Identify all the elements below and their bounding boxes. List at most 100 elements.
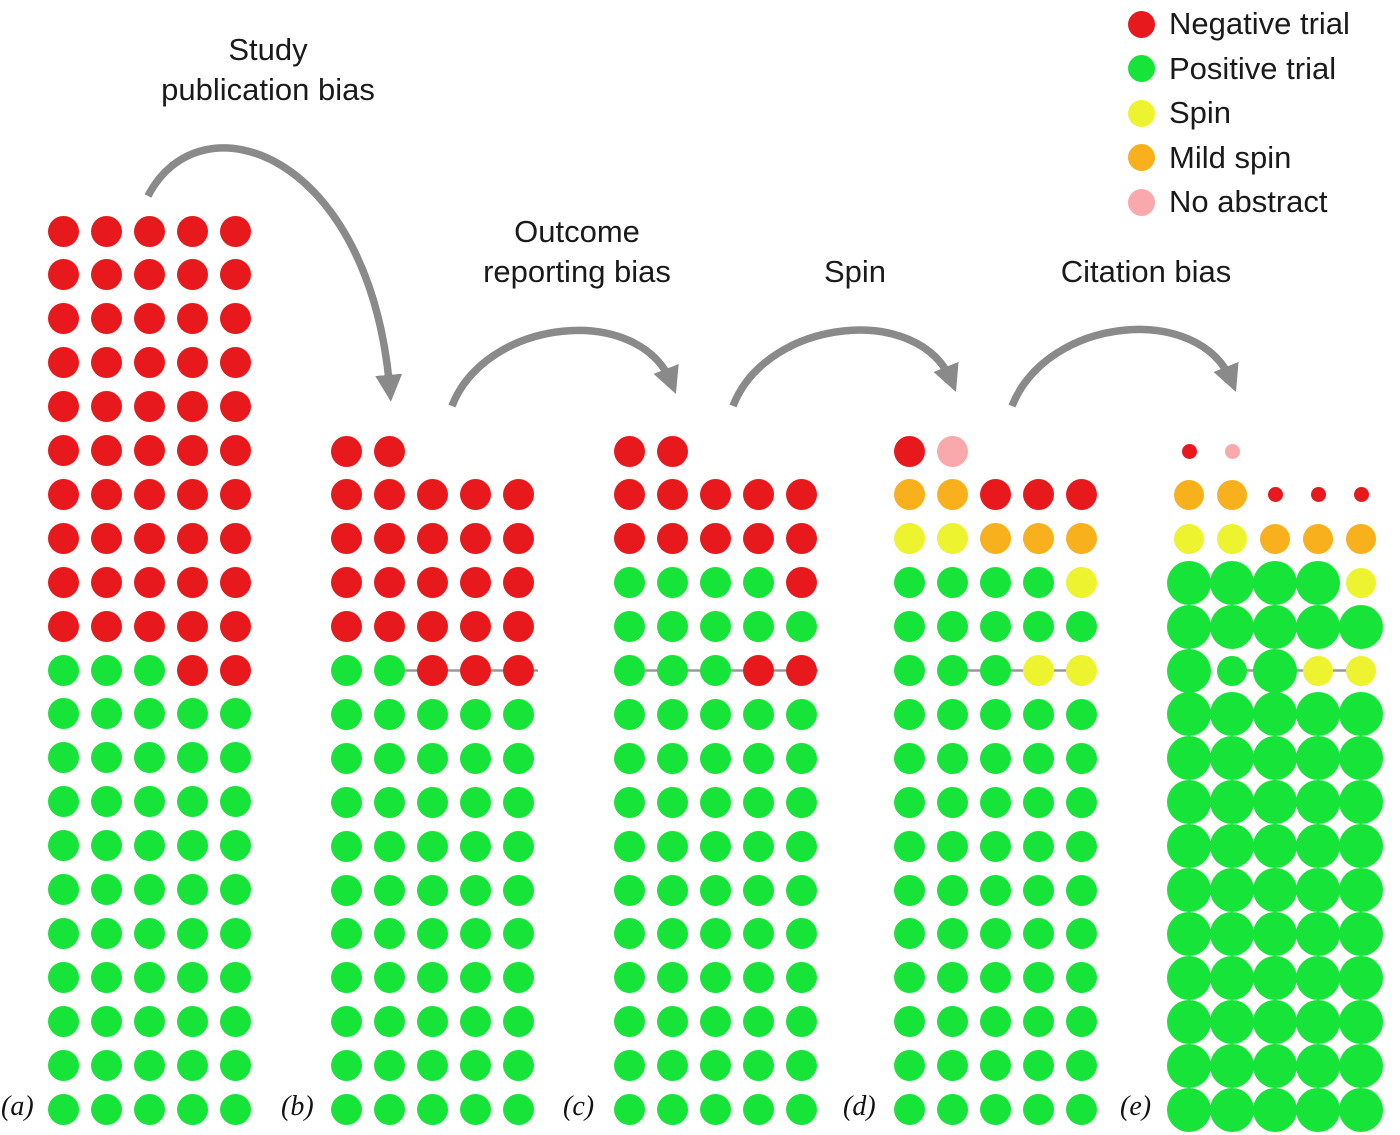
trial-dot-b-r14c3	[416, 1006, 448, 1038]
trial-dot-e-r5c5	[1339, 604, 1383, 649]
trial-dot-d-r11c2	[936, 874, 968, 906]
study-publication-bias-label-line2: publication bias	[161, 71, 375, 107]
panel-label-d: (d)	[843, 1091, 876, 1122]
trial-dot-c-r13c4	[742, 962, 774, 994]
trial-dot-d-r6c1	[893, 655, 925, 686]
trial-dot-e-r5c3	[1253, 604, 1297, 649]
trial-dot-a-r20c1	[47, 1049, 79, 1081]
no-abstract-swatch-icon	[1128, 188, 1155, 216]
trial-dot-d-r8c5	[1065, 742, 1097, 774]
panel-label-e: (e)	[1120, 1091, 1152, 1122]
trial-dot-a-r5c2	[90, 391, 122, 423]
trial-dot-b-r6c1	[330, 655, 362, 686]
trial-dot-e-r5c2	[1210, 604, 1254, 649]
trial-dot-b-r15c3	[416, 1050, 448, 1082]
trial-dot-c-r9c3	[699, 786, 731, 818]
trial-dot-d-r7c3	[979, 698, 1011, 730]
trial-dot-b-r5c2	[373, 611, 405, 643]
trial-dot-a-r11c4	[176, 654, 208, 686]
trial-dot-b-r8c5	[502, 742, 534, 774]
trial-dot-c-r3c4	[742, 523, 774, 555]
trial-dot-d-r5c2	[936, 611, 968, 643]
trial-dot-c-r6c4	[742, 655, 774, 686]
trial-dot-e-r5c1	[1167, 604, 1211, 649]
trial-dot-a-r13c1	[47, 742, 79, 774]
trial-dot-a-r18c3	[133, 961, 165, 993]
trial-dot-a-r2c2	[90, 259, 122, 291]
trial-dot-a-r13c5	[219, 742, 251, 774]
trial-dot-a-r8c5	[219, 522, 251, 554]
trial-dot-e-r3c3	[1260, 523, 1290, 554]
trial-dot-b-r11c4	[459, 874, 491, 906]
trial-dot-d-r8c4	[1022, 742, 1054, 774]
trial-dot-a-r6c2	[90, 435, 122, 466]
trial-dot-b-r9c4	[459, 786, 491, 818]
trial-dot-c-r3c3	[699, 523, 731, 555]
trial-dot-b-r9c1	[330, 786, 362, 818]
trial-dot-a-r15c4	[176, 830, 208, 862]
trial-dot-c-r7c2	[656, 698, 688, 730]
trial-dot-a-r16c1	[47, 874, 79, 905]
trial-dot-c-r15c4	[742, 1050, 774, 1082]
trial-dot-e-r4c2	[1210, 560, 1254, 605]
trial-dot-d-r2c5	[1065, 479, 1097, 511]
citation-bias-label: Citation bias	[1060, 254, 1232, 289]
trial-dot-a-r17c2	[90, 917, 122, 949]
trial-dot-d-r9c4	[1022, 786, 1054, 818]
trial-dot-b-r15c2	[373, 1050, 405, 1082]
trial-dot-e-r9c5	[1339, 780, 1383, 825]
trial-dot-e-r11c5	[1339, 868, 1383, 912]
legend-label-mild-spin: Mild spin	[1169, 139, 1292, 175]
trial-dot-c-r12c1	[613, 918, 645, 950]
trial-dot-d-r6c4	[1022, 655, 1054, 686]
trial-dot-e-r16c4	[1296, 1087, 1340, 1132]
trial-dot-c-r12c5	[785, 918, 817, 950]
trial-dot-e-r12c1	[1167, 911, 1211, 956]
trial-dot-d-r13c4	[1022, 962, 1054, 994]
trial-dot-a-r18c1	[47, 961, 79, 993]
legend-label-no-abstract: No abstract	[1169, 184, 1328, 220]
trial-dot-b-r5c1	[330, 611, 362, 643]
trial-dot-a-r12c2	[90, 698, 122, 730]
trial-dot-d-r3c5	[1065, 523, 1097, 555]
outcome-reporting-bias-label: Outcome reporting bias	[437, 212, 717, 291]
trial-dot-d-r14c2	[936, 1006, 968, 1038]
trial-dot-e-r1c2	[1224, 443, 1240, 459]
spin-label: Spin	[823, 254, 887, 289]
trial-dot-a-r8c2	[90, 522, 122, 554]
trial-dot-e-r9c4	[1296, 780, 1340, 825]
trial-dot-b-r13c3	[416, 962, 448, 994]
trial-dot-e-r10c2	[1210, 824, 1254, 869]
trial-dot-a-r17c5	[219, 917, 251, 949]
trial-dot-a-r10c3	[133, 610, 165, 642]
trial-dot-e-r3c5	[1346, 523, 1376, 554]
trial-dot-e-r10c4	[1296, 824, 1340, 869]
trial-dot-d-r7c2	[936, 698, 968, 730]
trial-dot-a-r2c1	[47, 259, 79, 291]
outcome-reporting-bias-label-line1: Outcome	[514, 214, 640, 249]
trial-dot-a-r19c1	[47, 1005, 79, 1037]
trial-dot-c-r3c5	[785, 523, 817, 555]
trial-dot-e-r12c5	[1339, 911, 1383, 956]
trial-dot-c-r4c2	[656, 567, 688, 599]
trial-dot-e-r14c2	[1210, 999, 1254, 1044]
trial-dot-b-r13c4	[459, 962, 491, 994]
trial-dot-a-r14c5	[219, 786, 251, 818]
trial-dot-b-r3c5	[502, 523, 534, 555]
trial-dot-c-r10c4	[742, 830, 774, 862]
trial-dot-c-r7c1	[613, 698, 645, 730]
trial-dot-d-r1c2	[936, 435, 968, 467]
trial-dot-a-r6c1	[47, 435, 79, 466]
trial-dot-a-r13c4	[176, 742, 208, 774]
legend-item-positive-trial: Positive trial	[1128, 47, 1350, 92]
trial-dot-b-r12c1	[330, 918, 362, 950]
trial-dot-e-r3c1	[1174, 523, 1204, 554]
trial-dot-c-r13c2	[656, 962, 688, 994]
trial-dot-c-r7c5	[785, 698, 817, 730]
trial-dot-e-r8c3	[1253, 736, 1297, 781]
trial-dot-a-r5c3	[133, 391, 165, 423]
trial-dot-d-r9c3	[979, 786, 1011, 818]
trial-dot-e-r4c1	[1167, 560, 1211, 605]
trial-dot-c-r4c5	[785, 567, 817, 599]
